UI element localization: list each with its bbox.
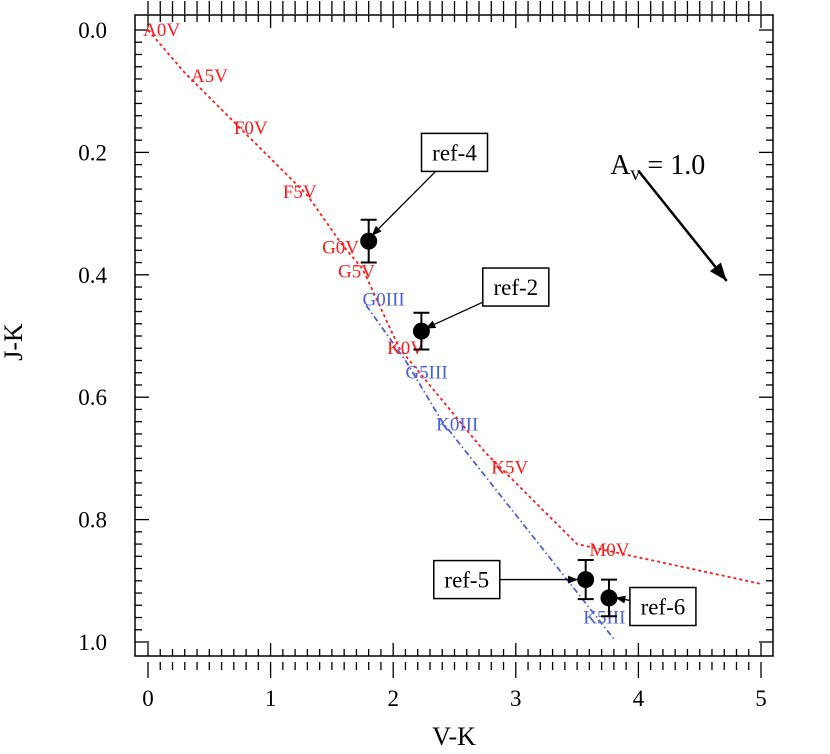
- annotation-label: ref-2: [493, 275, 538, 300]
- x-tick-label: 3: [510, 686, 522, 711]
- y-tick-label: 0.0: [78, 18, 107, 43]
- y-tick-label: 0.6: [78, 385, 107, 410]
- dwarf-sequence-line: [147, 29, 762, 585]
- data-marker: [600, 589, 618, 607]
- annotation-arrow: [425, 301, 484, 329]
- y-tick-label: 0.8: [78, 508, 107, 533]
- spectral-type-label: G5V: [338, 262, 375, 283]
- data-marker: [577, 571, 595, 589]
- data-point-ref-4: [360, 218, 378, 264]
- data-marker: [360, 232, 378, 250]
- x-tick-label: 2: [387, 686, 399, 711]
- x-tick-label: 5: [755, 686, 767, 711]
- spectral-type-label: K5III: [583, 608, 625, 629]
- y-tick-label: 1.0: [78, 630, 107, 655]
- x-tick-label: 0: [142, 686, 154, 711]
- annotation-ref-2: ref-2: [425, 267, 550, 329]
- spectral-type-label: K0III: [436, 415, 478, 436]
- annotation-arrow: [371, 170, 437, 236]
- annotation-box: [482, 267, 550, 307]
- x-tick-label: 4: [633, 686, 645, 711]
- annotation-box: [629, 586, 697, 627]
- spectral-type-label: K0V: [387, 338, 424, 359]
- annotation-label: ref-6: [641, 595, 686, 620]
- annotation-ref-4: ref-4: [371, 132, 489, 236]
- spectral-type-label: G0III: [363, 289, 405, 310]
- annotation-box: [420, 132, 489, 173]
- spectral-type-label: K5V: [491, 458, 528, 479]
- spectral-type-label: A0V: [143, 20, 180, 41]
- spectral-type-label: M0V: [589, 540, 629, 561]
- y-tick-label: 0.2: [78, 140, 107, 165]
- data-point-ref-6: [600, 578, 618, 618]
- spectral-type-label: G0V: [322, 237, 359, 258]
- spectral-type-label: A5V: [191, 66, 228, 87]
- reddening-vector-arrow: [637, 169, 728, 282]
- annotation-label: ref-5: [444, 568, 489, 593]
- reddening-arrowhead: [709, 262, 727, 281]
- data-point-ref-5: [577, 558, 595, 601]
- y-tick-label: 0.4: [78, 263, 107, 288]
- annotation-box: [433, 559, 501, 600]
- annotation-arrow: [615, 595, 631, 604]
- spectral-type-label: F5V: [283, 182, 317, 203]
- spectral-type-label: G5III: [405, 363, 447, 384]
- spectral-type-label: F0V: [234, 118, 268, 139]
- x-axis-title: V-K: [432, 722, 476, 751]
- reddening-label: Av = 1.0: [610, 150, 705, 185]
- annotation-label: ref-4: [432, 140, 477, 165]
- y-axis-title: J-K: [0, 323, 28, 361]
- data-marker: [412, 322, 430, 340]
- annotation-ref-5: ref-5: [433, 559, 579, 600]
- annotation-ref-6: ref-6: [615, 586, 697, 627]
- x-tick-label: 1: [265, 686, 277, 711]
